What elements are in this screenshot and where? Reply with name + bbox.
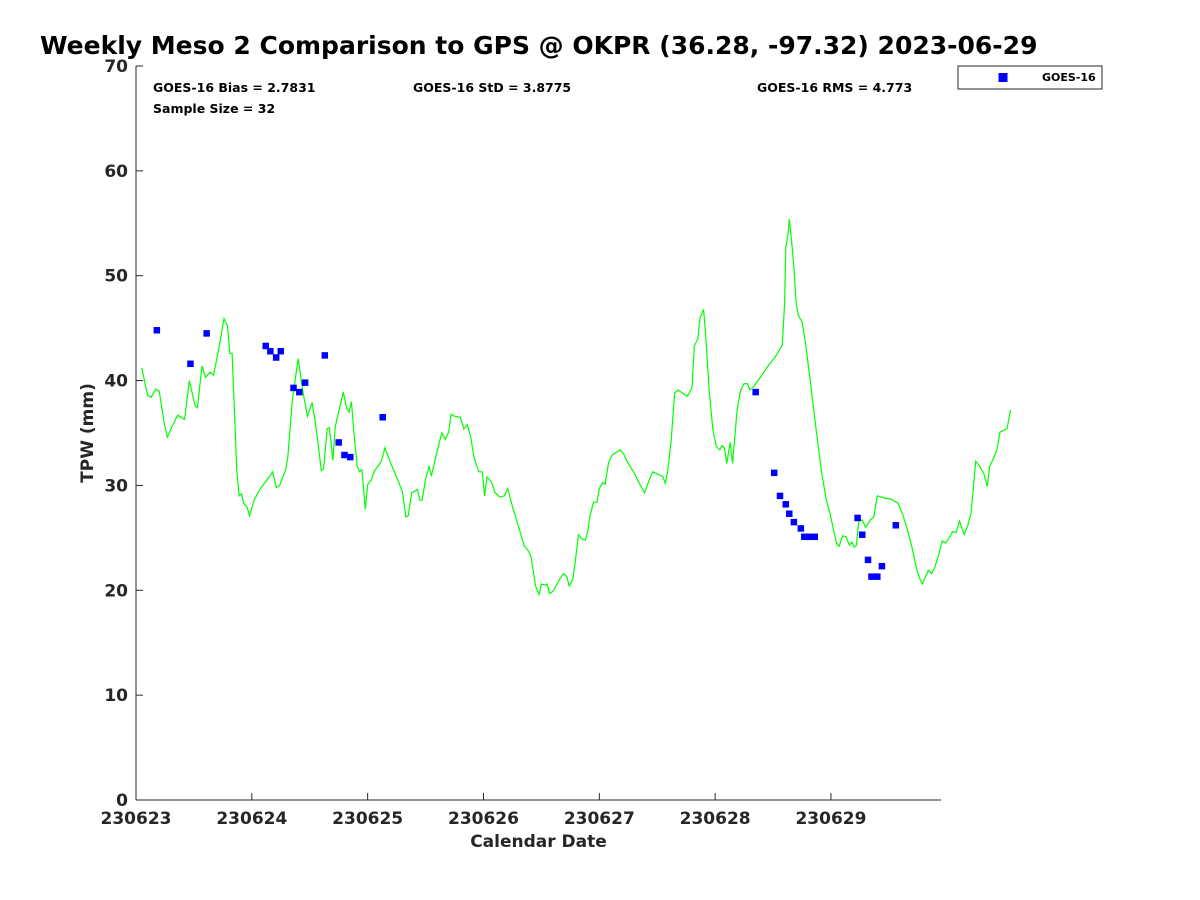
goes16-point	[811, 533, 818, 541]
goes16-point	[805, 533, 813, 541]
goes16-point	[153, 326, 161, 334]
goes16-point	[868, 573, 875, 580]
legend-label: GOES-16	[1042, 71, 1096, 84]
stats-annotations: GOES-16 Bias = 2.7831 GOES-16 StD = 3.87…	[153, 80, 912, 116]
y-tick-label: 20	[104, 581, 128, 601]
goes16-point	[770, 469, 778, 477]
goes16-point	[776, 492, 784, 500]
goes16-point	[858, 531, 866, 538]
goes16-point	[790, 518, 798, 526]
y-tick-label: 50	[104, 267, 128, 287]
goes16-point	[379, 414, 386, 421]
goes16-point	[892, 522, 900, 529]
x-tick-label: 230624	[216, 809, 287, 829]
goes16-point	[752, 388, 759, 396]
goes16-point	[782, 501, 790, 508]
goes16-point	[786, 510, 793, 517]
y-tick-label: 0	[116, 791, 128, 811]
goes16-point	[321, 352, 329, 359]
goes16-point	[801, 533, 808, 541]
y-tick-label: 10	[104, 686, 128, 706]
goes16-point	[341, 451, 348, 459]
axes	[135, 65, 941, 801]
goes16-point	[290, 384, 297, 392]
goes16-point	[878, 562, 886, 570]
goes16-point	[874, 573, 881, 580]
goes16-point	[203, 330, 210, 337]
goes16-point	[277, 347, 285, 355]
y-tick-label: 30	[104, 476, 128, 496]
y-tick-label: 60	[104, 162, 128, 182]
goes16-point	[296, 388, 303, 396]
sample-size-annotation: Sample Size = 32	[153, 101, 275, 116]
goes16-point	[262, 342, 269, 350]
tick-labels: 0 10 20 30 40 50 60 70 230623 230624 230625 230626 2…	[101, 57, 867, 829]
goes16-point	[335, 439, 342, 446]
legend-box	[957, 65, 1103, 90]
goes16-point	[854, 514, 861, 522]
legend: GOES-16	[957, 65, 1103, 90]
goes16-point	[797, 525, 805, 532]
x-tick-label: 230629	[795, 809, 866, 829]
goes16-point	[301, 379, 309, 386]
y-tick-label: 70	[104, 57, 128, 77]
x-tick-label: 230628	[680, 809, 751, 829]
x-tick-label: 230623	[101, 809, 172, 829]
y-tick-label: 40	[104, 372, 128, 392]
x-tick-label: 230626	[448, 809, 519, 829]
x-axis-label: Calendar Date	[470, 832, 607, 852]
std-annotation: GOES-16 StD = 3.8775	[413, 80, 571, 95]
rms-annotation: GOES-16 RMS = 4.773	[757, 80, 912, 95]
bias-annotation: GOES-16 Bias = 2.7831	[153, 80, 315, 95]
chart-title: Weekly Meso 2 Comparison to GPS @ OKPR (…	[40, 31, 1037, 60]
goes16-point	[347, 453, 354, 461]
legend-marker	[998, 73, 1008, 82]
y-axis-label: TPW (mm)	[78, 383, 98, 483]
x-tick-label: 230625	[332, 809, 403, 829]
goes16-point	[864, 556, 872, 564]
gps-tpw-line	[141, 219, 1012, 597]
goes16-point	[267, 347, 274, 355]
goes16-point	[187, 360, 194, 368]
goes16-point	[272, 354, 280, 361]
x-tick-label: 230627	[564, 809, 635, 829]
plot-area	[141, 219, 1012, 597]
